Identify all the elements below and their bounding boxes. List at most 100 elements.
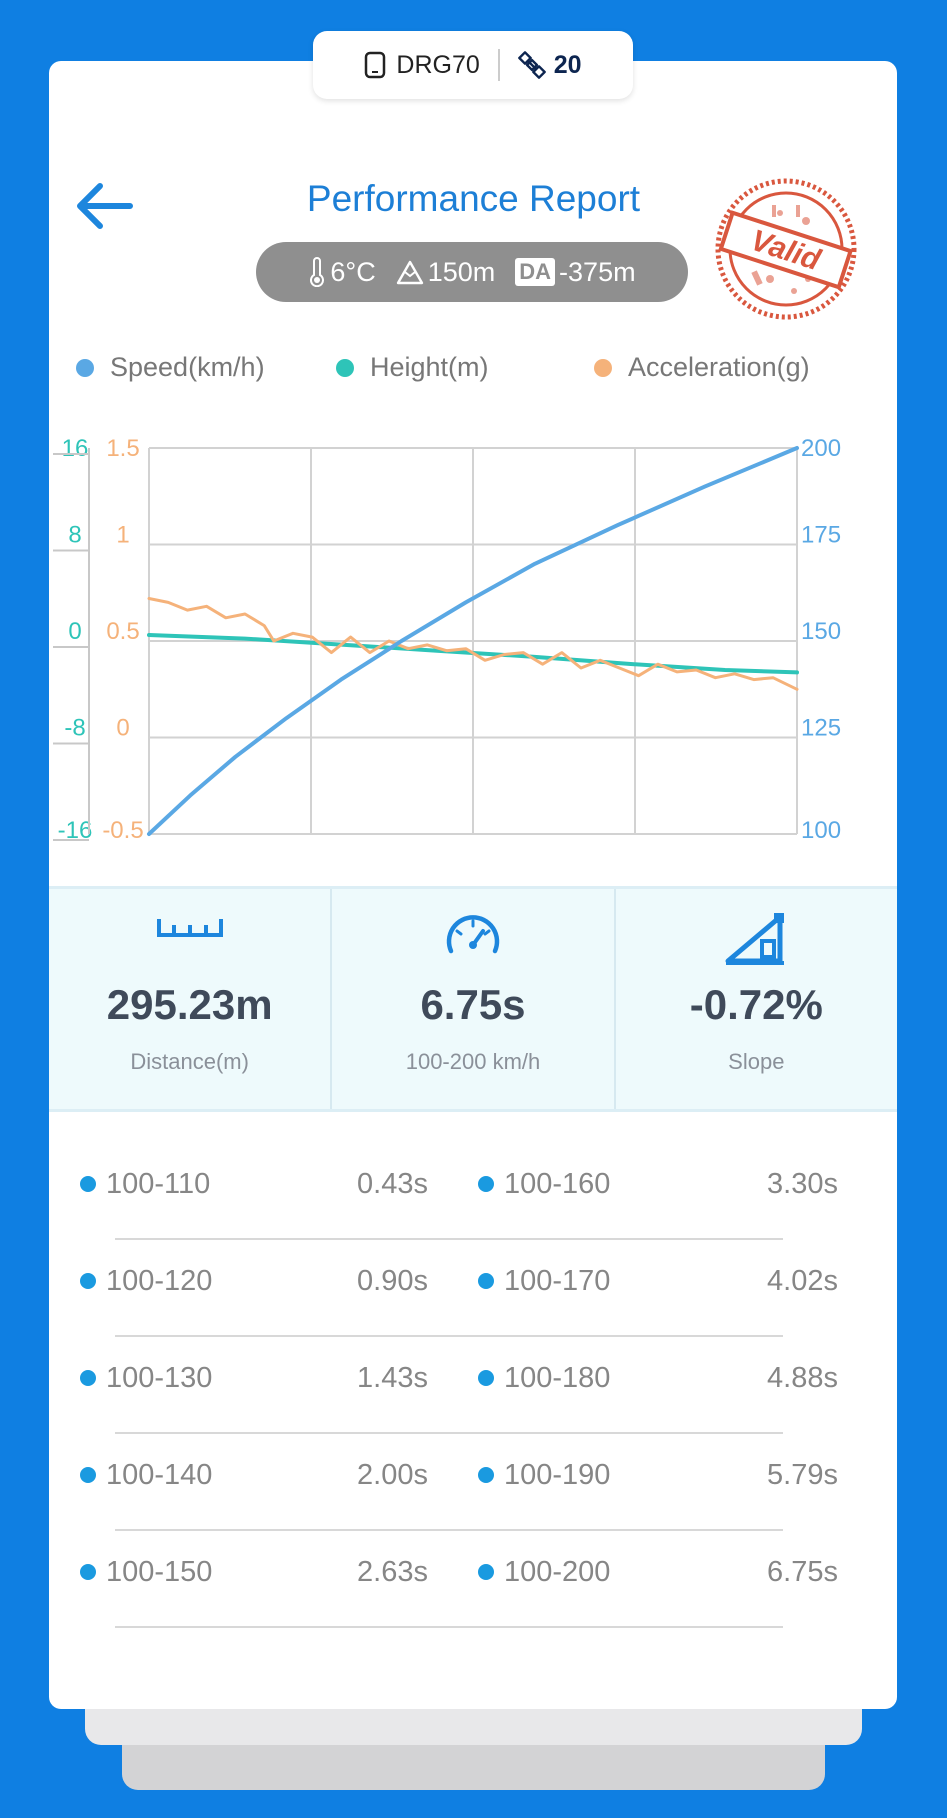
speed-tick-label: 150 xyxy=(801,618,841,645)
valid-stamp: Valid xyxy=(715,178,857,320)
speed-tick-label: 125 xyxy=(801,715,841,742)
legend-item-height: Height(m) xyxy=(336,352,489,383)
row-divider xyxy=(115,1238,783,1240)
split-dot xyxy=(478,1176,494,1192)
ruler-icon xyxy=(156,919,223,937)
acceleration-tick-label: 1.5 xyxy=(106,435,139,462)
split-item: 100-110 xyxy=(80,1164,210,1204)
split-item: 100-120 xyxy=(80,1261,212,1301)
split-item: 100-160 xyxy=(478,1164,610,1204)
device-icon xyxy=(365,51,386,79)
split-dot xyxy=(478,1564,494,1580)
distance-value: 295.23m xyxy=(106,981,273,1028)
table-row: 100-140 2.00s 100-190 5.79s xyxy=(80,1441,860,1538)
legend-dot-speed xyxy=(76,358,94,377)
row-divider xyxy=(115,1529,783,1531)
satellite-count: 20 xyxy=(553,50,582,79)
split-range: 100-120 xyxy=(106,1264,213,1297)
legend-dot-acceleration xyxy=(594,358,612,377)
split-time: 4.88s xyxy=(767,1361,838,1394)
series-line-height xyxy=(147,633,799,675)
legend-label-speed: Speed(km/h) xyxy=(110,352,265,382)
series-line-speed xyxy=(147,446,799,836)
split-item: 100-170 xyxy=(478,1261,610,1301)
split-item: 100-190 xyxy=(478,1455,610,1495)
split-range: 100-190 xyxy=(504,1458,611,1491)
satellite-icon xyxy=(517,51,546,79)
acceleration-tick-label: 1 xyxy=(116,522,129,549)
row-divider xyxy=(115,1335,783,1337)
height-tick-label: 8 xyxy=(68,522,81,549)
table-row: 100-150 2.63s 100-200 6.75s xyxy=(80,1538,860,1635)
time-value: 6.75s xyxy=(420,981,526,1028)
split-dot xyxy=(478,1467,494,1483)
split-range: 100-170 xyxy=(504,1264,611,1297)
thermometer-icon xyxy=(310,257,325,287)
mountain-icon xyxy=(396,260,423,285)
temperature-value: 6°C xyxy=(330,256,376,287)
split-range: 100-140 xyxy=(106,1458,213,1491)
slope-icon xyxy=(725,913,785,965)
legend-dot-height xyxy=(336,358,354,377)
split-time: 6.75s xyxy=(767,1555,838,1588)
density-altitude-value: -375m xyxy=(559,256,636,287)
acceleration-tick-label: 0 xyxy=(116,715,129,742)
speedometer-icon xyxy=(446,915,500,954)
split-item: 100-130 xyxy=(80,1358,212,1398)
split-item: 100-200 xyxy=(478,1552,610,1592)
table-row: 100-130 1.43s 100-180 4.88s xyxy=(80,1344,860,1441)
altitude-value: 150m xyxy=(427,256,496,287)
summary-stats: 295.23m Distance(m) 6.75s 100-200 km/h -… xyxy=(49,886,897,1112)
density-altitude-item: DA -375m xyxy=(515,256,636,288)
back-arrow-icon[interactable] xyxy=(72,180,136,232)
split-range: 100-180 xyxy=(504,1361,611,1394)
split-dot xyxy=(80,1176,96,1192)
speed-tick-label: 175 xyxy=(801,522,841,549)
split-time: 0.43s xyxy=(357,1167,428,1200)
legend-item-speed: Speed(km/h) xyxy=(76,352,265,383)
altitude-item: 150m xyxy=(396,256,496,288)
temperature-item: 6°C xyxy=(308,256,376,288)
legend-item-acceleration: Acceleration(g) xyxy=(594,352,810,383)
pill-divider xyxy=(497,49,500,81)
split-time: 4.02s xyxy=(767,1264,838,1297)
split-dot xyxy=(478,1370,494,1386)
slope-label: Slope xyxy=(728,1049,785,1074)
table-row: 100-110 0.43s 100-160 3.30s xyxy=(80,1150,860,1247)
split-range: 100-200 xyxy=(504,1555,611,1588)
split-item: 100-150 xyxy=(80,1552,212,1592)
stat-slope: -0.72% Slope xyxy=(613,889,897,1109)
split-time: 2.00s xyxy=(357,1458,428,1491)
time-label: 100-200 km/h xyxy=(405,1049,541,1074)
split-range: 100-150 xyxy=(106,1555,213,1588)
height-tick-label: 0 xyxy=(68,618,81,645)
acceleration-tick-label: -0.5 xyxy=(102,817,143,844)
speed-tick-label: 100 xyxy=(801,817,841,844)
report-card xyxy=(49,61,897,1709)
legend-label-acceleration: Acceleration(g) xyxy=(628,352,810,382)
split-time: 5.79s xyxy=(767,1458,838,1491)
acceleration-tick-label: 0.5 xyxy=(106,618,139,645)
stat-time: 6.75s 100-200 km/h xyxy=(330,889,613,1109)
density-altitude-badge: DA xyxy=(515,258,556,286)
split-dot xyxy=(80,1273,96,1289)
page-title: Performance Report xyxy=(306,178,641,219)
height-tick-label: 16 xyxy=(62,435,89,462)
split-time: 3.30s xyxy=(767,1167,838,1200)
split-range: 100-110 xyxy=(106,1167,211,1200)
distance-label: Distance(m) xyxy=(130,1049,249,1074)
legend-label-height: Height(m) xyxy=(370,352,489,382)
split-dot xyxy=(80,1564,96,1580)
split-range: 100-130 xyxy=(106,1361,213,1394)
chart-legend: Speed(km/h) Height(m) Acceleration(g) xyxy=(0,352,947,392)
split-dot xyxy=(478,1273,494,1289)
device-name: DRG70 xyxy=(396,50,480,79)
speed-tick-label: 200 xyxy=(801,435,841,462)
split-dot xyxy=(80,1467,96,1483)
row-divider xyxy=(115,1626,783,1628)
split-times-table: 100-110 0.43s 100-160 3.30s 100-120 0.90… xyxy=(80,1150,860,1635)
split-dot xyxy=(80,1370,96,1386)
slope-value: -0.72% xyxy=(689,981,823,1028)
stat-distance: 295.23m Distance(m) xyxy=(49,889,330,1109)
